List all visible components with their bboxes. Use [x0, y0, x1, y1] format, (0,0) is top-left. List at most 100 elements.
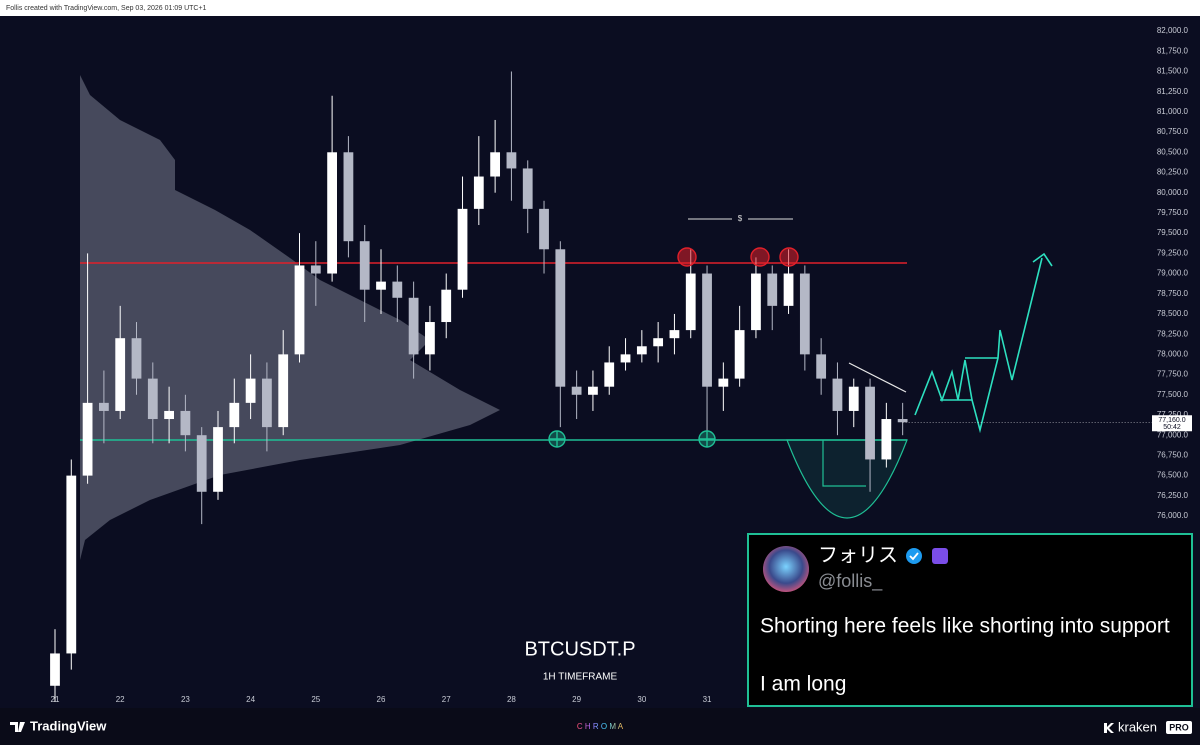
- candle-body: [425, 322, 435, 355]
- y-tick-label: 82,000.0: [1157, 26, 1189, 35]
- x-tick-label: 31: [703, 695, 712, 704]
- cup-shape: [786, 439, 908, 519]
- candle-body: [848, 386, 859, 411]
- candle-body: [50, 653, 60, 686]
- y-tick-label: 76,750.0: [1157, 451, 1189, 460]
- tweet-handle: @follis_: [818, 571, 883, 592]
- candle-body: [669, 330, 680, 339]
- candle-body: [783, 273, 794, 306]
- y-tick-label: 78,250.0: [1157, 329, 1189, 338]
- candle-body: [262, 378, 272, 428]
- candles: [50, 71, 908, 702]
- candle-body: [66, 475, 77, 654]
- tweet-name: フォリス: [818, 544, 898, 566]
- candle-body: [408, 297, 419, 355]
- y-tick-label: 77,000.0: [1157, 430, 1189, 439]
- symbol: BTCUSDT.P: [524, 638, 635, 660]
- candle-body: [636, 346, 647, 355]
- top-marker: [779, 247, 799, 267]
- y-tick-label: 78,750.0: [1157, 289, 1189, 298]
- cup-box: [822, 440, 866, 487]
- candle-body: [131, 338, 142, 379]
- y-tick-label: 79,750.0: [1157, 208, 1189, 217]
- candle-body: [441, 289, 452, 323]
- y-tick-label: 80,250.0: [1157, 168, 1189, 177]
- verified-badge: [906, 548, 922, 564]
- candle-body: [555, 249, 566, 387]
- footer-center: C H R O M A: [577, 722, 624, 731]
- footer-right-tag: PRO: [1169, 722, 1189, 732]
- projection-arrow: [1032, 252, 1053, 267]
- candle-body: [685, 273, 696, 331]
- x-tick-label: 30: [637, 695, 646, 704]
- y-tick-label: 77,500.0: [1157, 390, 1189, 399]
- candle-body: [734, 330, 745, 379]
- candle-body: [245, 378, 256, 403]
- candle-body: [865, 386, 875, 460]
- candle-body: [343, 152, 354, 242]
- kraken-logo: [1104, 723, 1114, 733]
- candle-body: [571, 386, 582, 395]
- tweet-line: I am long: [760, 673, 846, 696]
- y-tick-label: 77,750.0: [1157, 370, 1189, 379]
- candle-body: [490, 152, 501, 177]
- candle-body: [653, 338, 664, 347]
- candle-body: [718, 378, 729, 387]
- pro-badge: [1166, 721, 1192, 734]
- trend-line: [848, 362, 907, 393]
- last-price-label: 77,160.0: [1158, 417, 1185, 424]
- candle-body: [376, 281, 386, 290]
- candle-body: [588, 386, 598, 395]
- x-tick-label: 29: [572, 695, 581, 704]
- candle-body: [278, 354, 289, 428]
- verified-check: [909, 552, 919, 561]
- countdown: 50:42: [1163, 424, 1181, 431]
- avatar: [763, 546, 809, 592]
- candle-body: [115, 338, 126, 411]
- candle-body: [620, 354, 631, 363]
- candle-body: [82, 402, 93, 476]
- x-tick-label: 26: [377, 695, 386, 704]
- y-tick-label: 80,500.0: [1157, 147, 1189, 156]
- y-tick-label: 77,250.0: [1157, 410, 1189, 419]
- candle-body: [327, 152, 338, 274]
- timeframe: 1H TIMEFRAME: [543, 672, 618, 683]
- projection: [914, 252, 1053, 434]
- y-tick-label: 76,250.0: [1157, 491, 1189, 500]
- y-tick-label: 81,250.0: [1157, 87, 1189, 96]
- x-tick-label: 25: [311, 695, 320, 704]
- y-tick-label: 80,000.0: [1157, 188, 1189, 197]
- tweet-line: Shorting here feels like shorting into s…: [760, 615, 1170, 638]
- top-marker: [677, 247, 697, 267]
- footer-right-brand: kraken: [1118, 719, 1157, 734]
- last-price-tag: [1152, 415, 1192, 432]
- tweet-card: [747, 533, 1193, 707]
- candle-body: [473, 176, 484, 209]
- candle-body: [294, 265, 305, 355]
- y-tick-label: 80,750.0: [1157, 127, 1189, 136]
- affiliate-badge: [932, 548, 948, 564]
- candle-body: [196, 435, 207, 492]
- candle-body: [457, 208, 468, 290]
- candle-body: [881, 419, 892, 460]
- x-tick-label: 24: [246, 695, 255, 704]
- candle-body: [147, 378, 158, 420]
- header-caption: Follis created with TradingView.com, Sep…: [6, 5, 207, 12]
- candle-body: [522, 168, 533, 209]
- y-tick-label: 76,000.0: [1157, 511, 1189, 520]
- candle-body: [799, 273, 810, 355]
- top-markers: [677, 247, 799, 267]
- candle-body: [702, 273, 712, 387]
- candle-body: [832, 378, 843, 411]
- y-tick-label: 79,250.0: [1157, 248, 1189, 257]
- candle-body: [99, 402, 109, 411]
- top-marker: [750, 247, 770, 267]
- candle-body: [539, 208, 549, 250]
- x-tick-label: 23: [181, 695, 190, 704]
- candle-body: [229, 402, 240, 428]
- x-tick-label: 21: [51, 695, 60, 704]
- candle-body: [392, 281, 403, 298]
- bottom-marker-cross: [549, 431, 565, 447]
- y-tick-label: 76,500.0: [1157, 471, 1189, 480]
